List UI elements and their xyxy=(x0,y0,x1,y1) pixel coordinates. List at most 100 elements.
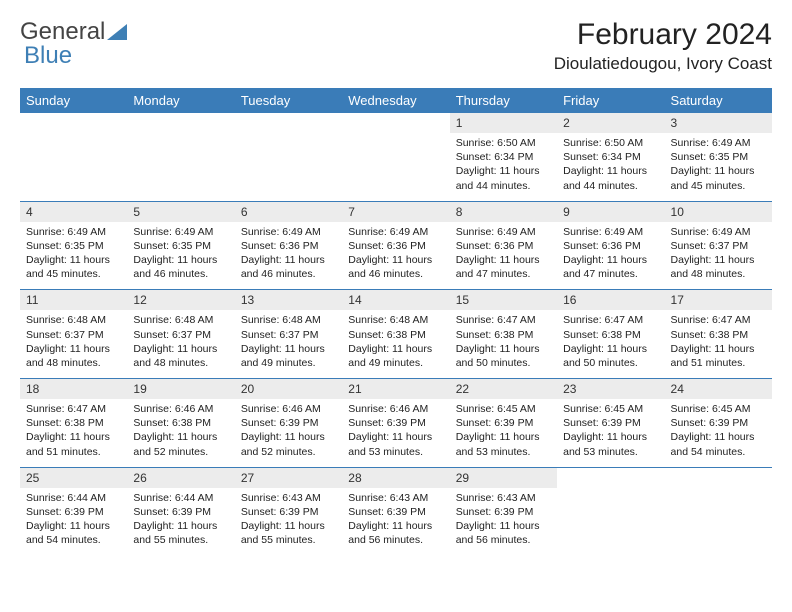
day-detail-cell xyxy=(20,133,127,201)
day-number-cell: 27 xyxy=(235,468,342,488)
daylight-text: Daylight: 11 hours and 53 minutes. xyxy=(456,430,551,458)
day-number-cell: 5 xyxy=(127,202,234,222)
sunrise-text: Sunrise: 6:46 AM xyxy=(348,402,443,416)
day-number-cell: 13 xyxy=(235,290,342,310)
day-header-sat: Saturday xyxy=(665,88,772,113)
day-detail-row: Sunrise: 6:44 AMSunset: 6:39 PMDaylight:… xyxy=(20,488,772,556)
day-detail-cell: Sunrise: 6:47 AMSunset: 6:38 PMDaylight:… xyxy=(20,399,127,467)
sunset-text: Sunset: 6:34 PM xyxy=(456,150,551,164)
day-detail-cell: Sunrise: 6:43 AMSunset: 6:39 PMDaylight:… xyxy=(235,488,342,556)
day-number-cell: 21 xyxy=(342,379,449,399)
sunset-text: Sunset: 6:39 PM xyxy=(563,416,658,430)
sunset-text: Sunset: 6:36 PM xyxy=(563,239,658,253)
day-detail-cell: Sunrise: 6:49 AMSunset: 6:36 PMDaylight:… xyxy=(557,222,664,290)
sunset-text: Sunset: 6:39 PM xyxy=(671,416,766,430)
daylight-text: Daylight: 11 hours and 56 minutes. xyxy=(348,519,443,547)
sunset-text: Sunset: 6:37 PM xyxy=(241,328,336,342)
daylight-text: Daylight: 11 hours and 44 minutes. xyxy=(563,164,658,192)
page-header: General February 2024 Dioulatiedougou, I… xyxy=(20,18,772,74)
sunrise-text: Sunrise: 6:47 AM xyxy=(563,313,658,327)
day-detail-cell: Sunrise: 6:49 AMSunset: 6:36 PMDaylight:… xyxy=(450,222,557,290)
sunset-text: Sunset: 6:35 PM xyxy=(671,150,766,164)
month-title: February 2024 xyxy=(554,18,772,52)
day-number-cell xyxy=(235,113,342,133)
calendar-body: 123Sunrise: 6:50 AMSunset: 6:34 PMDaylig… xyxy=(20,113,772,555)
daylight-text: Daylight: 11 hours and 47 minutes. xyxy=(563,253,658,281)
sunset-text: Sunset: 6:39 PM xyxy=(241,505,336,519)
daylight-text: Daylight: 11 hours and 55 minutes. xyxy=(133,519,228,547)
day-detail-cell: Sunrise: 6:46 AMSunset: 6:38 PMDaylight:… xyxy=(127,399,234,467)
day-number-cell: 28 xyxy=(342,468,449,488)
sunset-text: Sunset: 6:39 PM xyxy=(133,505,228,519)
day-number-cell: 17 xyxy=(665,290,772,310)
sunrise-text: Sunrise: 6:48 AM xyxy=(26,313,121,327)
sunrise-text: Sunrise: 6:49 AM xyxy=(133,225,228,239)
location: Dioulatiedougou, Ivory Coast xyxy=(554,54,772,74)
sunset-text: Sunset: 6:38 PM xyxy=(456,328,551,342)
day-number-cell xyxy=(342,113,449,133)
day-detail-cell: Sunrise: 6:43 AMSunset: 6:39 PMDaylight:… xyxy=(450,488,557,556)
day-number-cell: 2 xyxy=(557,113,664,133)
sunset-text: Sunset: 6:39 PM xyxy=(348,416,443,430)
day-number-cell xyxy=(127,113,234,133)
day-number-row: 2526272829 xyxy=(20,468,772,488)
day-number-cell: 4 xyxy=(20,202,127,222)
daylight-text: Daylight: 11 hours and 50 minutes. xyxy=(456,342,551,370)
sunrise-text: Sunrise: 6:47 AM xyxy=(671,313,766,327)
day-number-cell: 8 xyxy=(450,202,557,222)
day-detail-cell: Sunrise: 6:46 AMSunset: 6:39 PMDaylight:… xyxy=(342,399,449,467)
daylight-text: Daylight: 11 hours and 48 minutes. xyxy=(133,342,228,370)
sunset-text: Sunset: 6:36 PM xyxy=(241,239,336,253)
day-header-mon: Monday xyxy=(127,88,234,113)
day-detail-row: Sunrise: 6:50 AMSunset: 6:34 PM Daylight:… xyxy=(20,133,772,201)
sunset-text: Sunset: 6:39 PM xyxy=(456,416,551,430)
day-detail-cell: Sunrise: 6:50 AMSunset: 6:34 PMDaylight:… xyxy=(450,133,557,201)
logo-triangle-icon xyxy=(107,24,127,40)
sunrise-text: Sunrise: 6:43 AM xyxy=(348,491,443,505)
sunset-text: Sunset: 6:35 PM xyxy=(133,239,228,253)
day-detail-cell: Sunrise: 6:49 AMSunset: 6:35 PMDaylight:… xyxy=(127,222,234,290)
sunrise-text: Sunrise: 6:43 AM xyxy=(456,491,551,505)
day-detail-row: Sunrise: 6:47 AMSunset: 6:38 PMDaylight:… xyxy=(20,399,772,467)
logo-line2: Blue xyxy=(24,42,72,70)
sunset-text: Sunset: 6:37 PM xyxy=(26,328,121,342)
day-detail-cell: Sunrise: 6:44 AMSunset: 6:39 PMDaylight:… xyxy=(127,488,234,556)
calendar-table: Sunday Monday Tuesday Wednesday Thursday… xyxy=(20,88,772,555)
day-detail-cell: Sunrise: 6:49 AMSunset: 6:35 PMDaylight:… xyxy=(665,133,772,201)
sunrise-text: Sunrise: 6:43 AM xyxy=(241,491,336,505)
sunrise-text: Sunrise: 6:47 AM xyxy=(26,402,121,416)
day-header-sun: Sunday xyxy=(20,88,127,113)
day-detail-cell: Sunrise: 6:45 AMSunset: 6:39 PMDaylight:… xyxy=(665,399,772,467)
day-number-row: 45678910 xyxy=(20,202,772,222)
day-detail-cell: Sunrise: 6:49 AMSunset: 6:35 PMDaylight:… xyxy=(20,222,127,290)
daylight-text: Daylight: 11 hours and 51 minutes. xyxy=(671,342,766,370)
day-number-row: 18192021222324 xyxy=(20,379,772,399)
sunset-text: Sunset: 6:38 PM xyxy=(348,328,443,342)
sunrise-text: Sunrise: 6:50 AM xyxy=(456,136,551,150)
day-number-cell xyxy=(665,468,772,488)
day-number-cell: 25 xyxy=(20,468,127,488)
day-number-cell: 18 xyxy=(20,379,127,399)
day-detail-cell: Sunrise: 6:48 AMSunset: 6:38 PMDaylight:… xyxy=(342,310,449,378)
day-detail-row: Sunrise: 6:48 AMSunset: 6:37 PMDaylight:… xyxy=(20,310,772,378)
day-number-cell: 11 xyxy=(20,290,127,310)
daylight-text: Daylight: 11 hours and 48 minutes. xyxy=(26,342,121,370)
sunrise-text: Sunrise: 6:49 AM xyxy=(26,225,121,239)
day-number-cell: 22 xyxy=(450,379,557,399)
day-number-cell: 26 xyxy=(127,468,234,488)
day-number-cell: 1 xyxy=(450,113,557,133)
day-number-cell: 15 xyxy=(450,290,557,310)
sunrise-text: Sunrise: 6:48 AM xyxy=(133,313,228,327)
daylight-text: Daylight: 11 hours and 52 minutes. xyxy=(133,430,228,458)
day-detail-cell xyxy=(342,133,449,201)
sunrise-text: Sunrise: 6:45 AM xyxy=(671,402,766,416)
day-number-cell: 20 xyxy=(235,379,342,399)
day-detail-cell: Sunrise: 6:47 AMSunset: 6:38 PMDaylight:… xyxy=(557,310,664,378)
daylight-text: Daylight: 11 hours and 53 minutes. xyxy=(563,430,658,458)
sunset-text: Sunset: 6:36 PM xyxy=(348,239,443,253)
daylight-text: Daylight: 11 hours and 51 minutes. xyxy=(26,430,121,458)
daylight-text: Daylight: 11 hours and 45 minutes. xyxy=(671,164,766,192)
day-detail-cell: Sunrise: 6:49 AMSunset: 6:36 PMDaylight:… xyxy=(342,222,449,290)
daylight-text: Daylight: 11 hours and 45 minutes. xyxy=(26,253,121,281)
daylight-text: Daylight: 11 hours and 48 minutes. xyxy=(671,253,766,281)
